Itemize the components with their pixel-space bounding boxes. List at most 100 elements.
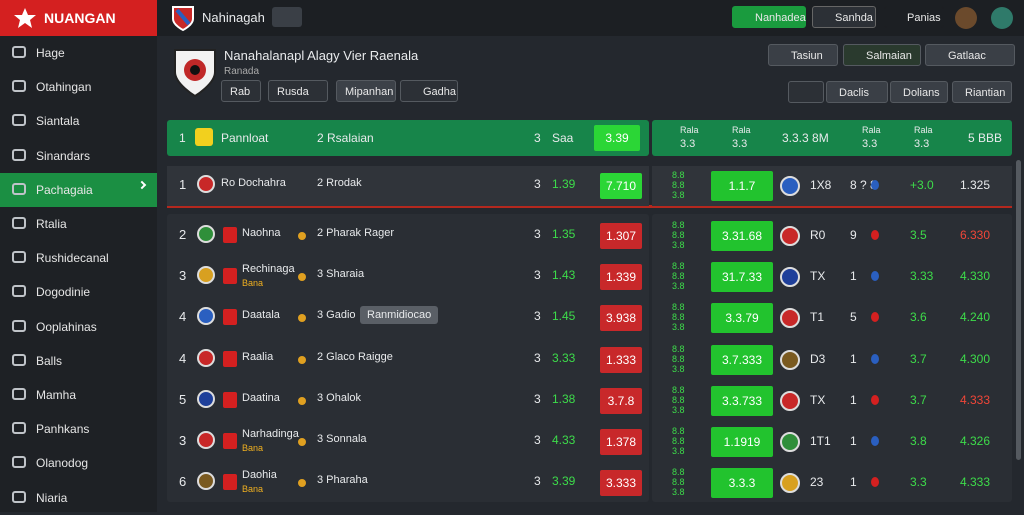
- table-row-right[interactable]: 8.8 8.8 3.8 31.7.33 TX 1 3.33 4.330: [652, 257, 1012, 297]
- odds-box[interactable]: 1.307: [600, 223, 642, 249]
- row-code: D3: [810, 351, 826, 366]
- sidebar-label: Pachagaia: [36, 182, 93, 197]
- head-column-sub: 3.3: [862, 138, 878, 150]
- row-rank: 6: [179, 474, 187, 490]
- opponent: 2 Rrodak: [317, 177, 362, 189]
- sidebar-item[interactable]: Rushidecanal: [0, 241, 157, 275]
- table-row[interactable]: 4 Raalia 2 Glaco Raigge 3 3.33 1.333: [167, 340, 649, 380]
- table-row-right[interactable]: 8.8 8.8 3.8 3.7.333 D3 1 3.7 4.300: [652, 340, 1012, 380]
- odds-box[interactable]: 3.938: [600, 305, 642, 332]
- sidebar-item[interactable]: Panhkans: [0, 412, 157, 446]
- panel-tab[interactable]: Rusda: [268, 80, 328, 102]
- sidebar-item[interactable]: Ooplahinas: [0, 310, 157, 344]
- brand-icon: [14, 8, 36, 28]
- sidebar-item[interactable]: Olanodog: [0, 446, 157, 480]
- opponent: 3 Ohalok: [317, 391, 362, 404]
- panel-tab[interactable]: Mipanhan: [336, 80, 396, 102]
- sidebar-label: Hage: [36, 46, 65, 60]
- table-row-right[interactable]: 8.8 8.8 3.8 3.3.3 23 1 3.3 4.333: [652, 463, 1012, 503]
- table-row[interactable]: 2 Naohna 2 Pharak Rager 3 1.35 1.307: [167, 216, 649, 256]
- total-box[interactable]: 1.1.7: [711, 171, 773, 201]
- panel-tab[interactable]: Gadha: [400, 80, 458, 102]
- filter-button[interactable]: Riantian: [952, 81, 1012, 103]
- indicator: [871, 436, 879, 446]
- row-count: 1: [850, 434, 857, 448]
- stack-value: 3.8: [672, 404, 685, 415]
- team-name: Ro Dochahra: [221, 177, 286, 189]
- table-row-right[interactable]: 8.8 8.8 3.8 3.3.79 T1 5 3.6 4.240: [652, 298, 1012, 338]
- sidebar-item[interactable]: Otahingan: [0, 70, 157, 104]
- header-button[interactable]: Sanhda: [812, 6, 876, 28]
- odds-box[interactable]: 3.333: [600, 470, 642, 497]
- sidebar-item[interactable]: Rtalia: [0, 207, 157, 241]
- filter-button[interactable]: Daclis: [826, 81, 888, 103]
- row-code: R0: [810, 228, 826, 242]
- sidebar-item[interactable]: Mamha: [0, 378, 157, 412]
- sidebar-label: Panhkans: [36, 422, 90, 437]
- row-count: 1: [850, 392, 857, 407]
- table-row-right[interactable]: 8.8 8.8 3.8 1.1.7 1X8 8 ? 8 +3.0 1.325: [652, 166, 1012, 206]
- sidebar-item[interactable]: Hage: [0, 36, 157, 70]
- odds-box[interactable]: 7.710: [600, 173, 642, 199]
- action-button[interactable]: Gatlaac: [925, 44, 1015, 66]
- action-button[interactable]: Salmaian: [843, 44, 921, 66]
- sidebar-icon: [12, 217, 26, 229]
- total-box[interactable]: 3.3.3: [711, 468, 773, 499]
- sidebar-item[interactable]: Niaria: [0, 481, 157, 515]
- team-sub: Bana: [242, 443, 264, 453]
- toggle-button[interactable]: [272, 7, 302, 27]
- team-sub: Bana: [242, 278, 264, 289]
- table-row[interactable]: 4 Daatala 3 Gadio Ranmidiocao 3 1.45 3.938: [167, 298, 649, 338]
- header-button[interactable]: Panias: [884, 6, 944, 28]
- total-box[interactable]: 1.1919: [711, 427, 773, 457]
- table-row[interactable]: 1 Ro Dochahra 2 Rrodak 3 1.39 7.710: [167, 166, 649, 206]
- avatars: [955, 7, 1013, 29]
- coin-icon: [298, 273, 306, 282]
- row-price: 3.33: [552, 350, 576, 365]
- sidebar-item[interactable]: Sinandars: [0, 139, 157, 173]
- total-box[interactable]: 3.7.333: [711, 344, 773, 375]
- odds-box[interactable]: 3.7.8: [600, 387, 642, 414]
- table-row[interactable]: 6 Daohia Bana 3 Pharaha 3 3.39 3.333: [167, 463, 649, 503]
- total-box[interactable]: 3.3.733: [711, 385, 773, 416]
- sidebar-item[interactable]: Balls: [0, 344, 157, 378]
- filter-button[interactable]: Dolians: [890, 81, 948, 103]
- total-box[interactable]: 3.31.68: [711, 221, 773, 251]
- table-row-right[interactable]: 8.8 8.8 3.8 1.1919 1T1 1 3.8 4.326: [652, 422, 1012, 462]
- sidebar-item[interactable]: Dogodinie: [0, 275, 157, 309]
- odds-box[interactable]: 1.378: [600, 429, 642, 455]
- odds-box[interactable]: 1.333: [600, 346, 642, 373]
- row-code: TX: [810, 269, 826, 284]
- row-change: 3.6: [910, 310, 927, 325]
- sidebar-icon: [12, 148, 26, 161]
- stack-value: 3.8: [672, 322, 685, 333]
- total-box[interactable]: 31.7.33: [711, 262, 773, 293]
- sidebar-label: Olanodog: [36, 456, 89, 471]
- odds-box[interactable]: 1.339: [600, 264, 642, 291]
- scrollbar[interactable]: [1016, 160, 1021, 460]
- filter-icon[interactable]: [788, 81, 824, 103]
- header-button[interactable]: Nanhadea: [732, 6, 806, 28]
- indicator: [871, 271, 879, 282]
- row-code: TX: [810, 392, 826, 407]
- sidebar-icon: [12, 251, 26, 264]
- head-column: 5 BBB: [968, 131, 1003, 145]
- stack-value: 8.8: [672, 230, 685, 240]
- row-rank: 2: [179, 227, 187, 242]
- table-row-right[interactable]: 8.8 8.8 3.8 3.31.68 R0 9 3.5 6.330: [652, 216, 1012, 256]
- table-row-right[interactable]: 8.8 8.8 3.8 3.3.733 TX 1 3.7 4.333: [652, 381, 1012, 421]
- sidebar-icon: [12, 388, 26, 400]
- sidebar-label: Mamha: [36, 388, 77, 402]
- table-row[interactable]: 3 Narhadinga Bana 3 Sonnala 3 4.33 1.378: [167, 422, 649, 462]
- table-row[interactable]: 5 Daatina 3 Ohalok 3 1.38 3.7.8: [167, 381, 649, 421]
- action-button[interactable]: Tasiun: [768, 44, 838, 66]
- team-badge: [223, 350, 237, 367]
- sidebar-icon: [12, 114, 26, 127]
- row-last: 1.325: [960, 178, 991, 192]
- sidebar-item[interactable]: Siantala: [0, 104, 157, 138]
- total-box[interactable]: 3.3.79: [711, 303, 773, 334]
- panel-tab[interactable]: Rab: [221, 80, 261, 102]
- sidebar-item[interactable]: Pachagaia: [0, 172, 157, 207]
- table-row[interactable]: 3 Rechinaga Bana 3 Sharaia 3 1.43 1.339: [167, 257, 649, 297]
- indicator: [871, 312, 879, 323]
